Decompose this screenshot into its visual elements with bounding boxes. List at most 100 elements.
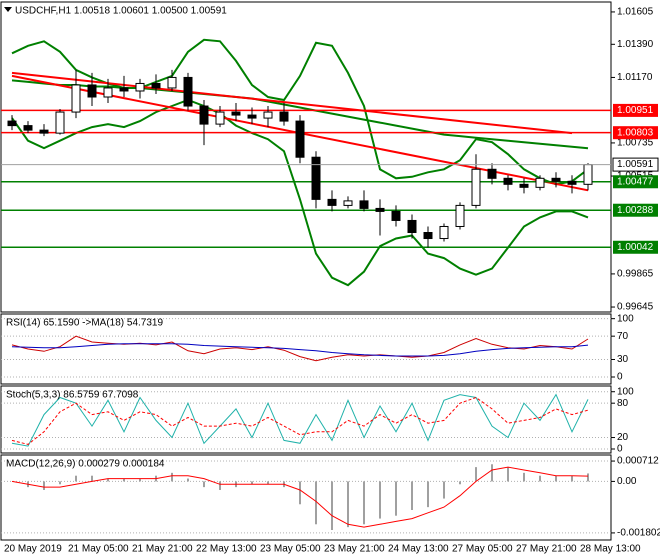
candle-body: [199, 105, 209, 125]
candle-body: [519, 183, 529, 188]
last-price-box: [612, 157, 659, 172]
x-tick-label: 21 May 05:00: [68, 544, 129, 555]
candle-body: [471, 168, 481, 206]
x-tick-label: 22 May 13:00: [196, 544, 257, 555]
y-tick-label: 70: [617, 331, 629, 342]
histogram-bar: [507, 467, 509, 482]
histogram-bar: [91, 475, 93, 482]
candle-body: [503, 177, 513, 185]
histogram-bar: [491, 464, 493, 482]
candle-body: [551, 177, 561, 182]
trend-line: [11, 71, 573, 135]
histogram-bar: [267, 481, 269, 485]
panel-title: USDCHF,H1 1.00518 1.00601 1.00500 1.0059…: [15, 6, 227, 17]
candle-body: [55, 111, 65, 134]
histogram-bar: [395, 481, 397, 516]
candle-body: [39, 129, 49, 134]
candle-body: [135, 82, 145, 92]
y-tick-label: -0.001802: [617, 528, 660, 539]
histogram-bar: [75, 475, 77, 482]
y-tick-label: 0.00: [617, 476, 637, 487]
panel-title: Stoch(5,3,3) 86.5759 67.7098: [6, 390, 139, 401]
candle-body: [375, 207, 385, 212]
histogram-bar: [587, 473, 589, 482]
indicator-line: [11, 335, 589, 362]
level-label: 1.00042: [617, 242, 654, 253]
level-label-box: [613, 175, 658, 189]
histogram-bar: [347, 481, 349, 528]
indicator-line: [11, 343, 589, 357]
histogram-bar: [251, 481, 253, 485]
level-label: 1.00951: [617, 105, 654, 116]
histogram-bar: [219, 481, 221, 490]
histogram-bar: [331, 481, 333, 530]
y-tick-label: 1.00735: [617, 138, 654, 149]
y-tick-label: 30: [617, 354, 629, 365]
candle-body: [215, 111, 225, 125]
candle-body: [487, 168, 497, 179]
y-tick-label: 1.01605: [617, 7, 654, 18]
candle-body: [247, 114, 257, 119]
y-tick-label: 1.01170: [617, 72, 653, 83]
candle-body: [327, 198, 337, 206]
candle-body: [183, 76, 193, 107]
histogram-bar: [59, 481, 61, 485]
candle-body: [119, 87, 129, 92]
level-label-box: [613, 240, 658, 254]
candle-body: [343, 200, 353, 206]
y-tick-label: 100: [617, 313, 634, 324]
y-tick-label: 0: [617, 372, 623, 383]
candle-body: [151, 82, 161, 89]
level-label: 1.00477: [617, 176, 654, 187]
signal-line: [11, 466, 589, 528]
panel-title: MACD(12,26,9) 0.000279 0.000184: [6, 459, 165, 470]
x-tick-label: 24 May 13:00: [388, 544, 449, 555]
candle-body: [359, 200, 369, 209]
indicator-line: [11, 393, 589, 447]
y-tick-label: 100: [617, 386, 634, 397]
candle-body: [23, 125, 33, 131]
panel-frame: [0, 313, 612, 385]
candle-body: [391, 210, 401, 221]
level-label: 1.00288: [617, 205, 654, 216]
candle-body: [583, 164, 593, 185]
histogram-bar: [139, 478, 141, 482]
histogram-bar: [411, 481, 413, 510]
candle-body: [439, 225, 449, 240]
y-tick-label: 80: [617, 398, 629, 409]
panel-title: RSI(14) 65.1590 ->MA(18) 54.7319: [6, 318, 163, 329]
overlay-line: [11, 98, 589, 287]
histogram-bar: [187, 478, 189, 482]
histogram-bar: [555, 475, 557, 482]
candle-body: [87, 84, 97, 98]
candle-body: [407, 219, 417, 234]
histogram-bar: [107, 478, 109, 482]
histogram-bar: [203, 481, 205, 488]
histogram-bar: [43, 481, 45, 490]
histogram-bar: [443, 481, 445, 499]
histogram-bar: [459, 481, 461, 485]
y-tick-label: 0.99865: [617, 269, 654, 280]
candle-body: [567, 180, 577, 185]
candle-body: [535, 177, 545, 188]
last-price-label: 1.00591: [617, 159, 654, 170]
x-tick-label: 27 May 21:00: [516, 544, 577, 555]
candle-body: [231, 111, 241, 116]
x-tick-label: 28 May 13:00: [580, 544, 641, 555]
candle-body: [311, 156, 321, 200]
y-tick-label: 0.99645: [617, 302, 654, 313]
panel-frame: [0, 385, 612, 454]
histogram-bar: [315, 481, 317, 525]
histogram-bar: [363, 481, 365, 525]
x-tick-label: 21 May 21:00: [132, 544, 193, 555]
panel-frame: [0, 454, 612, 541]
histogram-bar: [379, 481, 381, 519]
y-tick-label: 20: [617, 432, 629, 443]
level-label: 1.00803: [617, 127, 654, 138]
y-tick-label: 0.000712: [617, 456, 659, 467]
candle-body: [279, 111, 289, 122]
x-tick-label: 27 May 05:00: [452, 544, 513, 555]
histogram-bar: [523, 472, 525, 482]
